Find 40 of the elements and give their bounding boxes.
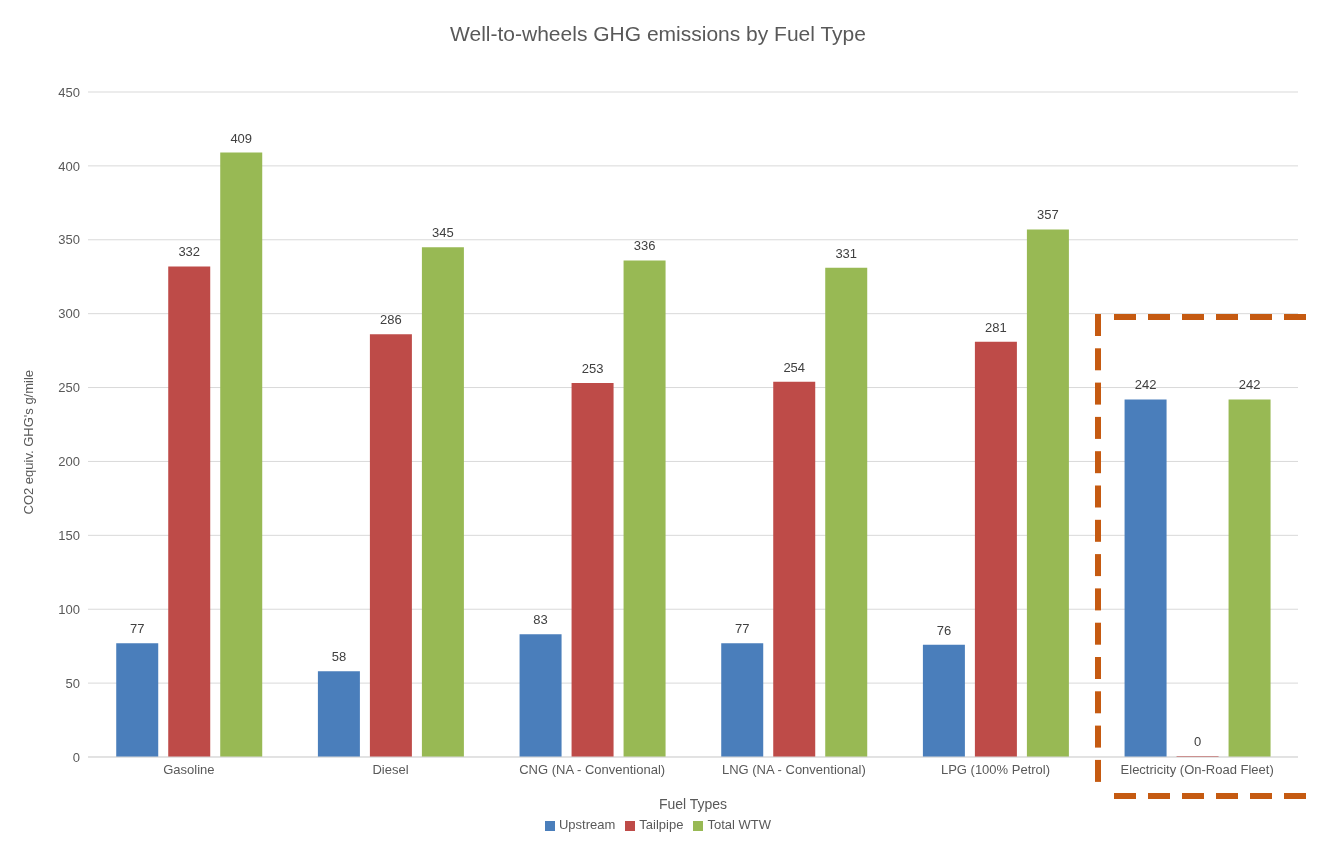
data-label: 242 [1238,377,1261,393]
data-label: 331 [835,245,858,261]
legend-label: Total WTW [707,817,771,832]
data-label: 83 [533,612,548,628]
y-tick-label: 100 [58,601,80,617]
legend-label: Upstream [558,817,616,832]
data-label: 0 [1193,734,1202,749]
data-label: 254 [783,359,806,375]
legend-label: Tailpipe [639,817,684,832]
x-tick-label: LNG (NA - Conventional) [721,762,866,778]
data-label: 336 [633,238,656,254]
data-label: 409 [230,130,253,146]
data-label: 76 [936,622,952,638]
y-tick-label: 400 [58,158,80,174]
x-tick-label: CNG (NA - Conventional) [519,762,666,778]
data-label: 345 [432,225,454,241]
y-tick-label: 350 [58,232,80,248]
data-label: 332 [178,244,201,260]
data-label: 77 [735,621,750,637]
data-label: 77 [130,621,145,637]
data-label: 58 [331,649,347,665]
y-tick-label: 250 [58,380,80,396]
x-tick-label: Gasoline [163,762,215,778]
x-axis-title: Fuel Types [658,796,728,812]
y-tick-label: 200 [58,454,80,470]
y-tick-label: 0 [72,749,80,765]
x-tick-label: Electricity (On-Road Fleet) [1120,762,1274,778]
data-label: 357 [1037,207,1059,223]
chart-title: Well-to-wheels GHG emissions by Fuel Type [449,21,867,47]
y-tick-label: 150 [58,527,80,543]
x-tick-label: Diesel [372,762,409,778]
data-label: 281 [985,319,1007,335]
y-tick-label: 450 [58,84,80,100]
data-label: 286 [380,312,402,328]
y-tick-label: 50 [65,675,80,691]
x-tick-label: LPG (100% Petrol) [940,762,1051,778]
y-axis-title: CO2 equiv. GHG's g/mile [20,369,36,515]
data-label: 253 [581,361,604,377]
data-label: 242 [1134,377,1157,393]
y-tick-label: 300 [58,306,80,322]
